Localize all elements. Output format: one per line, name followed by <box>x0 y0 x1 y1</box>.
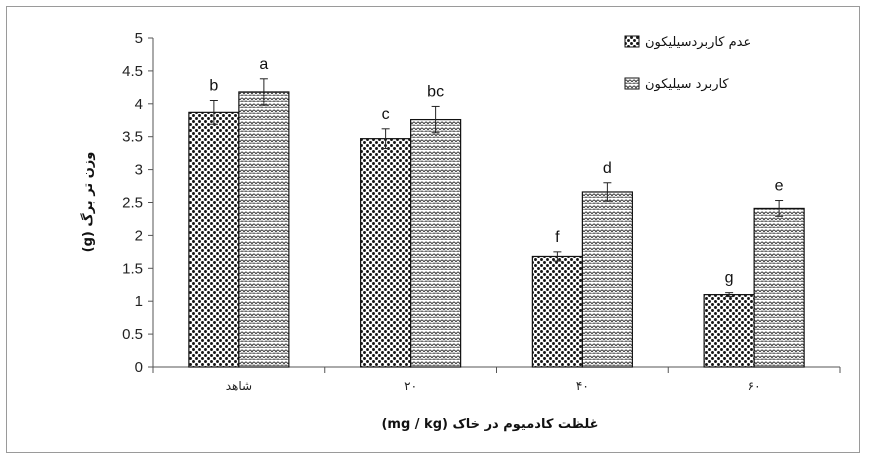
y-axis: 0 0.5 1 1.5 2 2.5 3 3.5 4 4.5 5 <box>122 30 154 376</box>
significance-letter: a <box>259 56 268 73</box>
y-tick-label: 2 <box>135 227 143 244</box>
significance-letter: e <box>775 178 784 195</box>
significance-letter: b <box>209 78 218 95</box>
bar <box>410 118 462 368</box>
legend-label-silicon: کاربرد سیلیکون <box>645 77 729 92</box>
x-axis-title: غلظت کادمیوم در خاک (mg / kg) <box>381 417 598 432</box>
y-tick-label: 4 <box>135 96 143 113</box>
error-bars <box>209 78 784 298</box>
significance-letter: f <box>555 229 560 246</box>
x-tick-label: ۴۰ <box>576 379 589 393</box>
bar <box>188 111 240 368</box>
bar <box>703 294 755 368</box>
significance-letter: c <box>382 106 390 123</box>
x-axis: شاهد ۲۰ ۴۰ ۶۰ <box>152 366 841 393</box>
bar <box>581 191 633 368</box>
significance-letter: d <box>603 160 612 177</box>
x-tick-label: ۶۰ <box>748 379 761 393</box>
legend-swatch-silicon <box>624 77 640 90</box>
y-tick-label: 1.5 <box>122 260 143 277</box>
legend-swatch-no-silicon <box>624 35 640 48</box>
legend-label-no-silicon: عدم کاربردسیلیکون <box>645 35 751 50</box>
y-axis-title: وزن تر برگ (g) <box>79 152 96 253</box>
bar <box>531 255 583 368</box>
significance-letter: g <box>725 270 734 287</box>
y-tick-label: 4.5 <box>122 63 143 80</box>
x-tick-label: ۲۰ <box>404 379 417 393</box>
y-tick-label: 3 <box>135 162 143 179</box>
bar <box>238 91 290 368</box>
y-tick-label: 0 <box>135 359 143 376</box>
x-tick-label: شاهد <box>226 379 252 393</box>
bar <box>360 138 412 368</box>
significance-letter: bc <box>427 83 444 100</box>
y-tick-label: 5 <box>135 30 143 47</box>
y-tick-label: 1 <box>135 293 143 310</box>
bars <box>188 91 805 368</box>
legend: عدم کاربردسیلیکون کاربرد سیلیکون <box>624 35 751 92</box>
bar <box>753 207 805 368</box>
y-tick-label: 2.5 <box>122 195 143 212</box>
y-tick-label: 3.5 <box>122 129 143 146</box>
y-tick-label: 0.5 <box>122 326 143 343</box>
